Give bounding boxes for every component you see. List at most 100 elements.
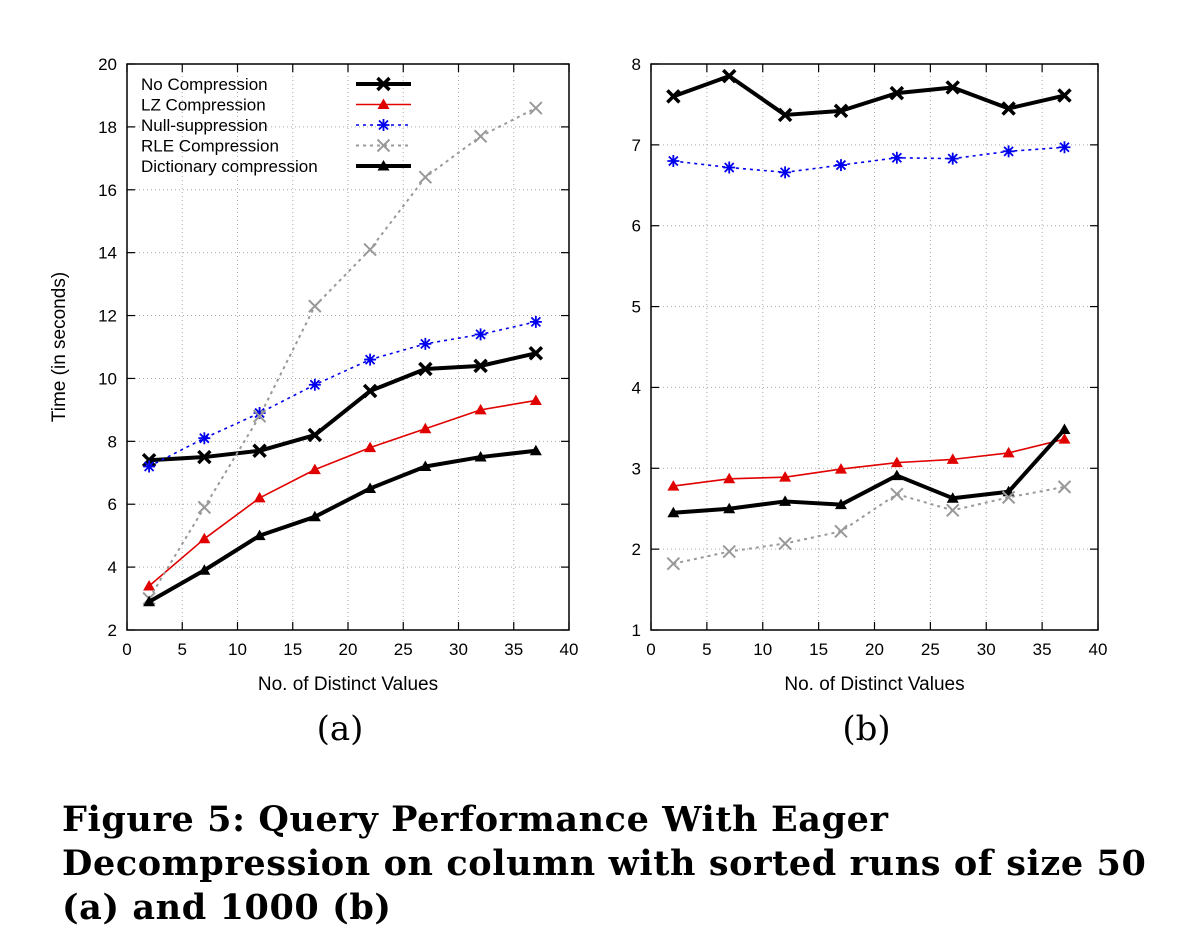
legend-label: LZ Compression	[141, 96, 266, 115]
y-tick-label: 5	[632, 298, 641, 317]
data-point	[197, 500, 212, 515]
data-point	[1001, 101, 1016, 116]
y-tick-label: 4	[632, 378, 641, 397]
data-point	[946, 503, 960, 518]
data-point	[418, 361, 433, 377]
data-point	[946, 453, 959, 464]
series-line	[148, 321, 537, 468]
legend-label: RLE Compression	[141, 137, 279, 156]
data-point	[667, 506, 680, 518]
subfigure-label: (b)	[842, 709, 890, 749]
data-point	[364, 482, 377, 493]
x-tick-label: 20	[865, 640, 884, 659]
data-point	[779, 471, 792, 482]
data-point	[721, 68, 737, 84]
x-tick-label: 30	[449, 640, 468, 659]
series-line	[673, 146, 1065, 174]
data-point	[1002, 145, 1015, 158]
x-tick-label: 10	[228, 640, 247, 659]
x-tick-label: 5	[178, 640, 187, 659]
data-point	[666, 556, 681, 571]
series-2	[667, 433, 1071, 491]
data-point	[473, 358, 488, 374]
data-point	[834, 463, 847, 474]
data-point	[890, 469, 903, 481]
series-line	[148, 448, 537, 604]
x-tick-label: 40	[560, 640, 579, 659]
data-point	[1058, 141, 1071, 154]
plot-frame	[126, 63, 570, 631]
data-point	[833, 103, 849, 119]
data-point	[141, 452, 157, 468]
data-point	[308, 510, 321, 522]
data-point	[666, 89, 681, 104]
y-tick-label: 12	[98, 307, 117, 326]
data-point	[723, 161, 736, 174]
data-point	[890, 151, 903, 164]
x-tick-label: 5	[702, 640, 711, 659]
legend-label: Dictionary compression	[141, 157, 318, 176]
series-line	[673, 428, 1066, 515]
y-axis-label: Time (in seconds)	[49, 272, 70, 422]
data-point	[364, 353, 377, 366]
x-tick-label: 10	[753, 640, 772, 659]
chart-a: 0 5 10 15 20 25 30 35 40 2 4 6 8 10 12 14 16 18 20 No. of D…	[49, 55, 578, 749]
data-point	[667, 155, 680, 168]
data-point	[529, 394, 542, 405]
data-point	[364, 441, 377, 453]
y-tick-label: 4	[108, 558, 117, 577]
x-tick-label: 15	[809, 640, 828, 659]
series-1	[667, 141, 1071, 179]
data-point	[307, 427, 323, 443]
series-4	[143, 444, 542, 607]
series-line	[148, 351, 537, 463]
data-point	[253, 491, 266, 503]
x-tick-label: 35	[504, 640, 523, 659]
y-tick-label: 16	[98, 181, 117, 200]
y-tick-label: 14	[98, 244, 117, 263]
x-tick-label: 40	[1089, 640, 1108, 659]
legend-marker	[377, 119, 390, 131]
y-tick-label: 1	[632, 621, 641, 640]
data-point	[1002, 446, 1015, 458]
legend-marker	[376, 138, 391, 153]
data-point	[143, 579, 156, 591]
data-point	[834, 524, 848, 539]
series-line	[673, 438, 1065, 487]
y-tick-label: 10	[98, 369, 117, 388]
series-3	[142, 101, 543, 606]
series-line	[148, 399, 536, 587]
data-point	[834, 159, 847, 172]
data-point	[253, 407, 266, 420]
x-tick-label: 0	[122, 640, 131, 659]
data-point	[834, 498, 847, 510]
y-tick-label: 8	[108, 432, 117, 451]
x-tick-label: 25	[921, 640, 940, 659]
data-point	[528, 346, 544, 361]
data-point	[198, 432, 211, 445]
legend-marker	[377, 160, 390, 171]
data-point	[362, 383, 378, 399]
data-point	[779, 166, 792, 179]
data-point	[419, 337, 432, 350]
figure-caption: Figure 5: Query Performance With Eager D…	[62, 799, 1147, 928]
data-point	[945, 80, 960, 95]
data-point	[474, 451, 487, 462]
y-tick-label: 2	[632, 540, 641, 559]
x-axis-label: No. of Distinct Values	[258, 674, 438, 695]
x-axis-label: No. of Distinct Values	[784, 674, 964, 695]
data-point	[308, 463, 321, 475]
data-point	[946, 152, 959, 165]
data-point	[1057, 88, 1072, 103]
y-tick-label: 3	[632, 459, 641, 478]
series-2	[143, 315, 542, 473]
y-tick-label: 6	[632, 217, 641, 236]
data-point	[419, 460, 432, 471]
y-tick-label: 18	[98, 118, 117, 137]
series-line	[148, 107, 537, 600]
data-point	[143, 595, 156, 607]
legend-label: Null-suppression	[141, 116, 268, 135]
data-point	[143, 460, 156, 473]
data-point	[667, 480, 680, 491]
x-tick-label: 15	[283, 640, 302, 659]
